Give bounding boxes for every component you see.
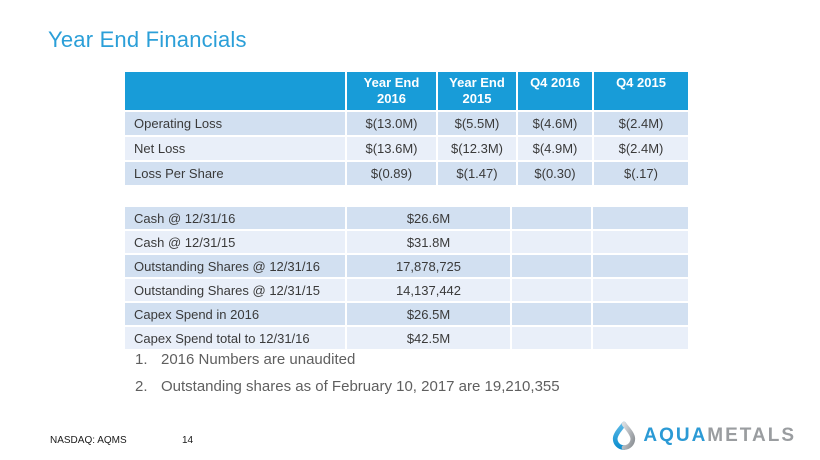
footnote-number: 1. [135, 351, 148, 368]
table-cell-empty [512, 279, 593, 301]
table-cell: $(2.4M) [594, 137, 688, 160]
footnote-1: 1. 2016 Numbers are unaudited [135, 351, 560, 368]
page-number: 14 [182, 435, 194, 446]
table-row-cash-2016: Cash @ 12/31/16 $26.6M [125, 207, 688, 231]
table-cell: $(4.9M) [518, 137, 594, 160]
table-cell-empty [512, 327, 593, 349]
table-cell-empty [593, 207, 688, 229]
table-cell: $(.17) [594, 162, 688, 185]
header-cell-year-end-2016: Year End 2016 [347, 72, 438, 110]
logo-text-aqua: AQUA [643, 425, 708, 446]
table-row-capex-total: Capex Spend total to 12/31/16 $42.5M [125, 327, 688, 351]
header-cell-q4-2015: Q4 2015 [594, 72, 688, 110]
footnote-text: Outstanding shares as of February 10, 20… [161, 378, 560, 395]
table-cell: $(0.30) [518, 162, 594, 185]
table-cell: 14,137,442 [347, 279, 512, 301]
table-row-cash-2015: Cash @ 12/31/15 $31.8M [125, 231, 688, 255]
header-label: Q4 2016 [530, 75, 580, 90]
header-cell-year-end-2015: Year End 2015 [438, 72, 518, 110]
table-cell-empty [593, 255, 688, 277]
table-cell: $42.5M [347, 327, 512, 349]
table-cell-empty [593, 279, 688, 301]
table-cell-empty [512, 231, 593, 253]
logo-text-metals: METALS [707, 425, 796, 446]
table-cell-empty [512, 207, 593, 229]
header-label: Year End 2015 [449, 75, 505, 106]
table-cell-empty [512, 303, 593, 325]
table-cell: $(13.6M) [347, 137, 438, 160]
header-cell-q4-2016: Q4 2016 [518, 72, 594, 110]
table-row-shares-2016: Outstanding Shares @ 12/31/16 17,878,725 [125, 255, 688, 279]
footnote-2: 2. Outstanding shares as of February 10,… [135, 378, 560, 395]
row-label: Cash @ 12/31/15 [125, 231, 347, 253]
table-cell: $(1.47) [438, 162, 518, 185]
table-row-net-loss: Net Loss $(13.6M) $(12.3M) $(4.9M) $(2.4… [125, 137, 688, 162]
table-header-row: Year End 2016 Year End 2015 Q4 2016 Q4 2… [125, 72, 688, 112]
table-cell: $(5.5M) [438, 112, 518, 135]
table-cell: $(0.89) [347, 162, 438, 185]
table-cell-empty [512, 255, 593, 277]
table-cell: $26.5M [347, 303, 512, 325]
header-label: Q4 2015 [616, 75, 666, 90]
losses-table: Year End 2016 Year End 2015 Q4 2016 Q4 2… [125, 72, 688, 187]
table-cell: $26.6M [347, 207, 512, 229]
footnote-number: 2. [135, 378, 148, 395]
header-cell-empty [125, 72, 347, 110]
table-row-operating-loss: Operating Loss $(13.0M) $(5.5M) $(4.6M) … [125, 112, 688, 137]
page-title: Year End Financials [48, 27, 247, 52]
ticker-label: NASDAQ: AQMS [50, 435, 127, 446]
balance-table: Cash @ 12/31/16 $26.6M Cash @ 12/31/15 $… [125, 207, 688, 351]
aqua-metals-logo: AQUA METALS [611, 421, 796, 451]
table-cell: $(2.4M) [594, 112, 688, 135]
table-cell-empty [593, 327, 688, 349]
table-cell: $31.8M [347, 231, 512, 253]
table-cell: 17,878,725 [347, 255, 512, 277]
table-row-loss-per-share: Loss Per Share $(0.89) $(1.47) $(0.30) $… [125, 162, 688, 187]
row-label: Loss Per Share [125, 162, 347, 185]
table-cell-empty [593, 231, 688, 253]
footnote-text: 2016 Numbers are unaudited [161, 351, 356, 368]
table-row-shares-2015: Outstanding Shares @ 12/31/15 14,137,442 [125, 279, 688, 303]
header-label: Year End 2016 [363, 75, 420, 106]
row-label: Outstanding Shares @ 12/31/15 [125, 279, 347, 301]
table-cell-empty [593, 303, 688, 325]
row-label: Capex Spend in 2016 [125, 303, 347, 325]
row-label: Operating Loss [125, 112, 347, 135]
table-cell: $(4.6M) [518, 112, 594, 135]
row-label: Outstanding Shares @ 12/31/16 [125, 255, 347, 277]
table-cell: $(12.3M) [438, 137, 518, 160]
droplet-icon [613, 421, 636, 450]
table-cell: $(13.0M) [347, 112, 438, 135]
table-row-capex-2016: Capex Spend in 2016 $26.5M [125, 303, 688, 327]
row-label: Cash @ 12/31/16 [125, 207, 347, 229]
row-label: Net Loss [125, 137, 347, 160]
footnotes: 1. 2016 Numbers are unaudited 2. Outstan… [135, 351, 560, 405]
row-label: Capex Spend total to 12/31/16 [125, 327, 347, 349]
